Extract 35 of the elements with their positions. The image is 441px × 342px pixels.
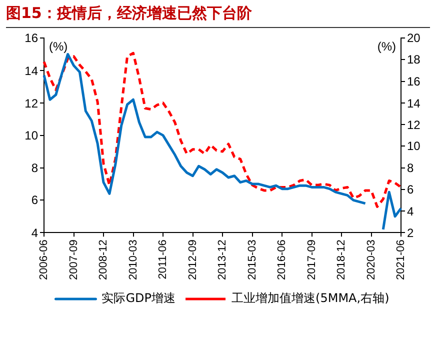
y2-tick-label: 16 [407, 74, 421, 88]
y2-tick-label: 18 [407, 52, 421, 67]
x-tick-label: 2010-03 [127, 240, 140, 280]
legend-label: 工业增加值增速(5MMA,右轴) [232, 291, 390, 306]
x-tick-label: 2018-12 [336, 240, 348, 280]
x-tick-label: 2021-06 [395, 240, 408, 280]
x-tick-label: 2015-03 [246, 240, 258, 280]
y2-tick-label: 12 [407, 118, 421, 132]
y-tick-label: 10 [24, 128, 38, 142]
y-tick-label: 8 [31, 160, 38, 175]
y2-tick-label: 20 [407, 31, 421, 45]
x-tick-label: 2016-06 [276, 240, 288, 280]
x-tick-label: 2006-06 [38, 240, 50, 280]
y-tick-label: 4 [31, 226, 38, 240]
y2-axis-title: (%) [377, 39, 396, 54]
y2-tick-label: 4 [407, 204, 414, 219]
x-tick-label: 2017-09 [306, 240, 318, 280]
y-tick-label: 12 [24, 96, 38, 110]
chart-title: 图15：疫情后，经济增速已然下台阶 [6, 4, 430, 28]
x-tick-label: 2011-06 [157, 240, 170, 280]
y-tick-label: 14 [24, 64, 38, 78]
x-tick-label: 2007-09 [68, 240, 80, 280]
y2-tick-label: 14 [407, 96, 421, 110]
y2-tick-label: 8 [407, 160, 414, 175]
x-tick-label: 2008-12 [98, 240, 110, 280]
y-tick-label: 16 [24, 31, 38, 45]
x-tick-label: 2020-03 [365, 240, 378, 280]
x-tick-label: 2012-09 [186, 240, 199, 280]
y-tick-label: 6 [31, 193, 38, 208]
y2-tick-label: 6 [407, 182, 414, 196]
y2-tick-label: 2 [407, 226, 414, 240]
legend-label: 实际GDP增速 [102, 291, 176, 306]
y2-tick-label: 10 [407, 139, 421, 154]
y-axis-title: (%) [49, 39, 68, 54]
x-tick-label: 2013-12 [216, 240, 229, 280]
